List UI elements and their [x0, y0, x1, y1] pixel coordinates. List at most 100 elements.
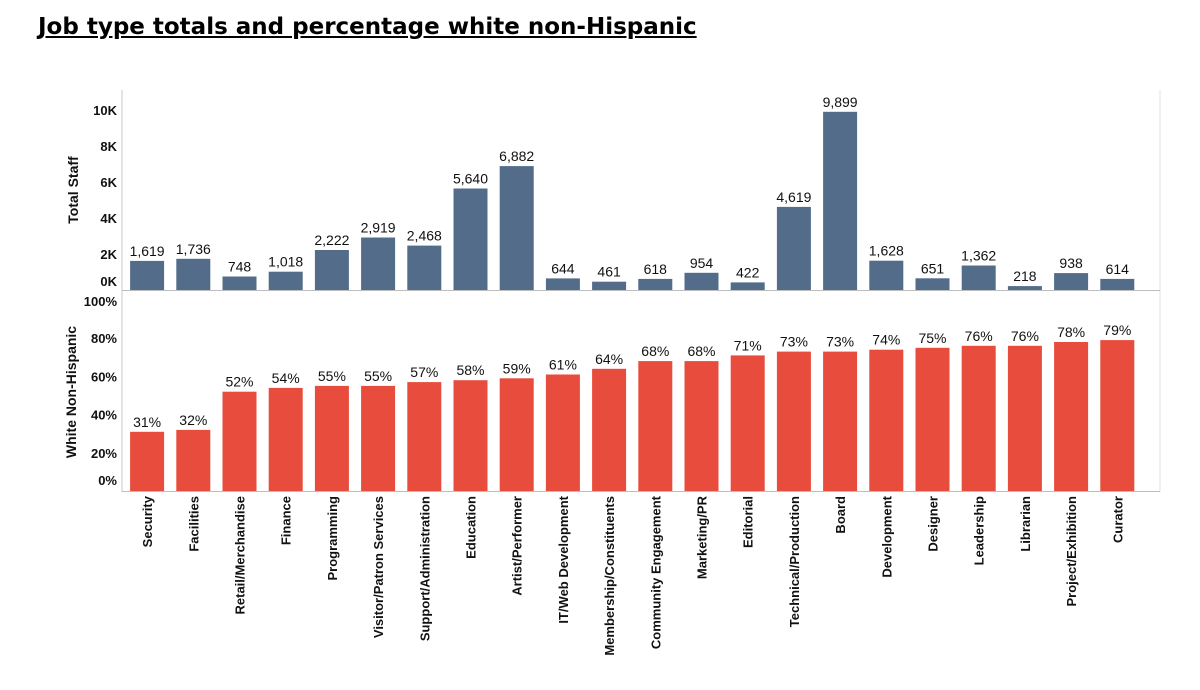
chart-frame [121, 90, 1161, 492]
white-bar [869, 349, 904, 491]
white-bar [176, 429, 211, 491]
x-category-label: Project/Exhibition [1064, 496, 1079, 607]
white-data-label: 58% [456, 362, 484, 378]
white-data-label: 73% [826, 334, 854, 350]
white-bar [592, 368, 627, 491]
x-category-label: Technical/Production [787, 496, 802, 627]
white-data-label: 68% [641, 343, 669, 359]
white-bar [222, 391, 257, 491]
staff-bar [776, 206, 811, 290]
total-staff-panel: Total Staff 0K 2K 4K 6K 8K 10K 1,619 1,736 748 1,0… [65, 94, 1135, 290]
x-category-label: Artist/Performer [510, 496, 525, 596]
white-y-tick-label: 0% [98, 473, 117, 488]
white-bar [407, 382, 442, 491]
white-bar [545, 374, 580, 491]
x-category-label: Leadership [972, 496, 987, 565]
staff-bar [730, 282, 765, 290]
staff-bar [638, 278, 673, 290]
x-category-label: IT/Web Development [556, 495, 571, 623]
x-axis-category-labels: Security Facilities Retail/Merchandise Fina… [140, 495, 1125, 655]
x-category-label: Marketing/PR [695, 495, 710, 579]
white-bar [776, 351, 811, 491]
staff-y-axis-title: Total Staff [65, 156, 81, 224]
staff-bar [961, 265, 996, 290]
white-y-tick-label: 100% [84, 294, 118, 309]
staff-bar [684, 272, 719, 290]
white-bar [915, 347, 950, 492]
white-y-tick-label: 20% [91, 446, 117, 461]
white-data-label: 76% [965, 328, 993, 344]
white-data-label: 31% [133, 414, 161, 430]
x-category-label: Finance [279, 496, 294, 545]
staff-data-label: 2,919 [361, 220, 396, 236]
staff-data-label: 9,899 [823, 94, 858, 110]
white-bar [130, 431, 165, 491]
staff-y-tick-label: 2K [100, 247, 117, 262]
staff-data-label: 422 [736, 264, 760, 280]
white-y-tick-label: 80% [91, 331, 117, 346]
white-data-label: 76% [1011, 328, 1039, 344]
x-category-label: Board [833, 496, 848, 534]
staff-data-label: 1,362 [961, 248, 996, 264]
white-bar [1100, 340, 1135, 491]
staff-data-label: 651 [921, 260, 945, 276]
staff-data-label: 1,736 [176, 241, 211, 257]
staff-bar [499, 166, 534, 290]
page-title: Job type totals and percentage white non… [38, 14, 697, 40]
staff-bar [314, 250, 349, 290]
staff-bar [823, 111, 858, 290]
white-bar [730, 355, 765, 491]
staff-y-tick-label: 0K [100, 274, 117, 289]
x-category-label: Designer [926, 496, 941, 552]
x-category-label: Editorial [741, 496, 756, 548]
white-data-label: 32% [179, 412, 207, 428]
white-bar [314, 385, 349, 491]
white-y-tick-label: 40% [91, 408, 117, 423]
white-bar [1007, 345, 1042, 491]
white-bar [1054, 342, 1089, 491]
staff-data-label: 1,619 [130, 243, 165, 259]
staff-data-label: 644 [551, 260, 575, 276]
white-bar [823, 351, 858, 491]
white-data-label: 75% [918, 330, 946, 346]
staff-bar [1100, 278, 1135, 290]
white-data-label: 74% [872, 332, 900, 348]
staff-y-tick-label: 6K [100, 175, 117, 190]
staff-y-tick-label: 4K [100, 211, 117, 226]
staff-bar [453, 188, 488, 290]
x-category-label: Programming [325, 496, 340, 581]
staff-data-label: 954 [690, 255, 714, 271]
staff-data-label: 1,018 [268, 254, 303, 270]
x-category-label: Development [879, 495, 894, 577]
white-data-label: 73% [780, 334, 808, 350]
staff-data-label: 748 [228, 259, 252, 275]
white-data-label: 59% [503, 360, 531, 376]
white-data-label: 61% [549, 357, 577, 373]
x-category-label: Security [140, 495, 155, 547]
staff-bar [407, 245, 442, 290]
x-category-label: Visitor/Patron Services [371, 496, 386, 638]
x-category-label: Community Engagement [648, 495, 663, 649]
staff-bar [1054, 273, 1089, 290]
white-y-tick-label: 60% [91, 369, 117, 384]
staff-bar [545, 278, 580, 290]
x-category-label: Membership/Constituents [602, 496, 617, 656]
staff-bar [915, 278, 950, 290]
white-data-label: 55% [318, 368, 346, 384]
white-data-label: 78% [1057, 324, 1085, 340]
white-data-label: 52% [225, 374, 253, 390]
staff-bar [130, 260, 165, 290]
x-category-label: Education [464, 496, 479, 559]
white-data-label: 71% [734, 337, 762, 353]
white-data-label: 55% [364, 368, 392, 384]
x-category-label: Facilities [186, 496, 201, 552]
white-bar [499, 378, 534, 491]
staff-y-tick-label: 8K [100, 139, 117, 154]
white-bar [361, 385, 396, 491]
staff-bar [1007, 286, 1042, 290]
staff-data-label: 618 [644, 261, 668, 277]
staff-data-label: 218 [1013, 268, 1037, 284]
white-data-label: 57% [410, 364, 438, 380]
staff-data-label: 5,640 [453, 171, 488, 187]
